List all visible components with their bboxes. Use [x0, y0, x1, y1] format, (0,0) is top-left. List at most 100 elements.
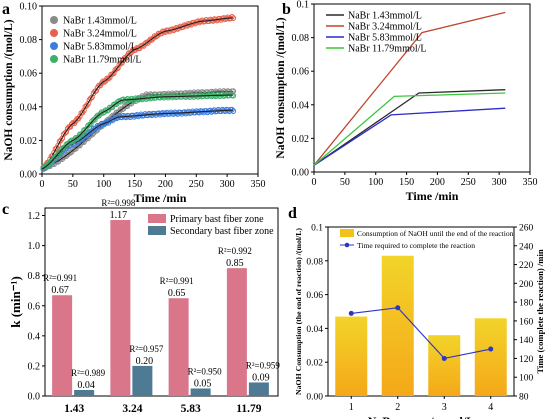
panel-a-x-axis-label: Time /min [134, 191, 187, 205]
panel-a-data-point [78, 131, 85, 138]
panel-c-r2-label: R²=0.991 [43, 273, 77, 283]
panel-c-r2-label: R²=0.959 [246, 360, 281, 370]
panel-c-r2-label: R²=0.989 [71, 368, 106, 378]
panel-a-data-point [67, 150, 74, 156]
panel-b-y-tick-label: 0.02 [292, 134, 310, 145]
panel-c-y-tick-label: 0.4 [28, 331, 41, 342]
panel-d-time-point [348, 310, 354, 316]
panel-b-x-tick-label: 250 [461, 177, 476, 188]
panel-c-bar [110, 220, 131, 396]
panel-d-y2-tick-label: 160 [519, 317, 534, 327]
panel-a-data-point [77, 113, 83, 120]
panel-letter-c: c [2, 201, 9, 218]
panel-d-bar [428, 335, 461, 396]
panel-b-series-line [313, 107, 506, 166]
panel-d-bar [381, 255, 414, 396]
panel-a-data-point [159, 109, 166, 116]
panel-d-bar [474, 318, 507, 396]
panel-a-data-point [83, 125, 90, 132]
panel-c-y-axis-label: k (min⁻¹) [8, 276, 23, 328]
panel-a-x-tick-label: 250 [189, 179, 204, 190]
panel-a-legend-label: NaBr 5.83mmol/L [63, 42, 137, 53]
panel-a-data-point [116, 113, 123, 119]
panel-a-data-point [223, 91, 230, 98]
panel-c-category-label: 5.83 [181, 403, 201, 415]
panel-a-data-point [89, 118, 95, 124]
panel-c-value-label: 0.20 [136, 356, 154, 367]
panel-a-legend-marker [50, 55, 58, 63]
panel-b-y-tick-label: 0.08 [292, 33, 310, 44]
panel-c-legend-swatch [148, 226, 166, 235]
panel-d-y2-tick-label: 80 [519, 393, 529, 403]
panel-d-y2-tick-label: 100 [519, 374, 534, 384]
panel-a-data-point [115, 65, 121, 72]
panel-a-x-tick-label: 350 [251, 179, 266, 190]
panel-a-data-point [127, 50, 133, 57]
panel-a-x-tick-label: 50 [68, 179, 78, 190]
panel-c-category-label: 3.24 [122, 403, 142, 415]
panel-d-y2-tick-label: 140 [519, 336, 534, 346]
panel-c-legend-swatch [148, 214, 166, 223]
panel-letter-a: a [2, 1, 10, 18]
panel-c-category-label: 11.79 [236, 403, 261, 415]
panel-d-time-point [395, 305, 401, 311]
panel-c-bar [190, 388, 211, 396]
panel-d-y-axis-label: NaOH Consumption (the end of reaction) /… [294, 228, 303, 395]
panel-d-y2-axis-label: Time (complete the reaction) /min [535, 249, 545, 373]
panel-a-data-point [119, 60, 125, 66]
panel-a-data-point [230, 92, 237, 99]
panel-a-legend-label: NaBr 1.43mmol/L [63, 16, 137, 27]
panel-b-x-tick-label: 200 [430, 177, 445, 188]
panel-a-y-axis-label: NaOH consumption /(mol/L) [3, 19, 15, 160]
panel-c-y-tick-label: 0.6 [28, 301, 41, 312]
panel-b-x-tick-label: 50 [340, 177, 350, 188]
panel-a-data-point [229, 14, 235, 20]
panel-d-chart: 0.00 0.02 0.04 0.06 0.08 0.1 80 100 120 140 160 180… [294, 224, 545, 419]
panel-b-plot-frame [313, 3, 531, 173]
panel-b-x-tick-label: 100 [368, 177, 383, 188]
panel-d-plot-frame [327, 226, 515, 397]
panel-c-category-label: 1.43 [64, 403, 84, 415]
panel-c-value-label: 0.65 [168, 288, 186, 299]
panel-d-legend-marker [344, 242, 350, 248]
panel-a-data-point [87, 121, 94, 128]
panel-a-y-tick-label: 0.08 [20, 35, 38, 46]
panel-d-category-label: 2 [395, 402, 400, 413]
panel-c-bar [52, 295, 73, 396]
panel-a-data-point [111, 70, 117, 77]
panel-b-legend-label: NaBr 5.83mmol/L [348, 33, 422, 44]
panel-a-data-point [68, 121, 75, 127]
panel-a-data-point [215, 106, 222, 113]
panel-a-data-point [199, 17, 205, 24]
panel-a-data-point [163, 109, 170, 116]
panel-c-y-tick-label: 0.8 [28, 271, 41, 282]
panel-d-y-tick-label: 0.02 [306, 359, 323, 369]
panel-b-legend-label: NaBr 11.79mmol/L [348, 44, 427, 55]
panel-a-data-point [153, 33, 159, 40]
panel-a-y-tick-label: 0.04 [20, 102, 38, 113]
panel-c-value-label: 0.67 [51, 285, 69, 296]
panel-a-legend-marker [50, 29, 58, 37]
panel-a-data-point [193, 92, 200, 99]
panel-b-x-tick-label: 150 [399, 177, 414, 188]
panel-a-data-point [230, 108, 237, 114]
panel-a-data-point [138, 111, 144, 118]
panel-d-legend-swatch [340, 229, 354, 237]
panel-a-data-point [225, 14, 231, 21]
panel-c-chart: 0.0 0.2 0.4 0.6 0.8 1.0 1.2 1.43 0.67 R²=0.991 0.0… [8, 198, 281, 415]
panel-a-data-point [58, 148, 64, 155]
panel-b-x-tick-label: 300 [492, 177, 507, 188]
panel-d-category-label: 1 [349, 402, 354, 413]
panel-d-x-axis-label: NaBr usage /mmol/L [368, 414, 474, 419]
panel-a-x-tick-label: 150 [127, 179, 142, 190]
panel-a-legend-label: NaBr 11.79mmol/L [63, 55, 142, 66]
panel-a-x-tick-label: 300 [220, 179, 235, 190]
panel-d-legend-label: Time required to complete the reaction [357, 241, 475, 250]
panel-d-y-tick-label: 0.1 [311, 224, 323, 234]
panel-a-data-point [150, 93, 157, 100]
panel-d-y2-tick-label: 180 [519, 299, 534, 309]
panel-b-x-tick-label: 350 [523, 177, 538, 188]
panel-b-legend-label: NaBr 3.24mmol/L [348, 22, 422, 33]
panel-d-y-tick-label: 0.06 [306, 291, 323, 301]
